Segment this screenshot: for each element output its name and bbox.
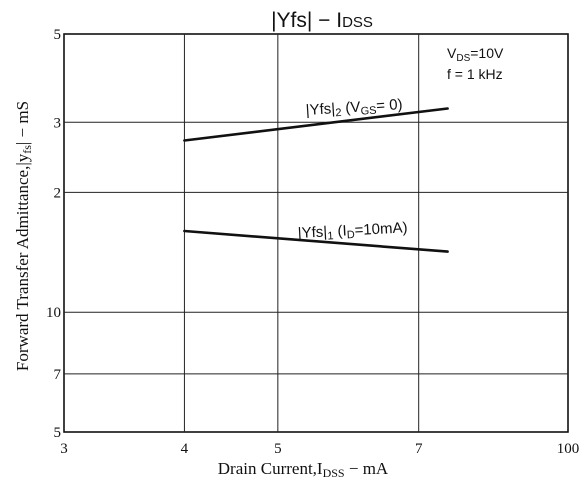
series-lines	[183, 107, 449, 253]
y-axis-label: Forward Transfer Admittance,|yfs| − mS	[13, 101, 34, 371]
freq-annotation: f = 1 kHz	[447, 66, 503, 82]
horizontal-gridlines	[64, 121, 568, 375]
plot-frame	[63, 33, 569, 433]
vds-annotation-sub: DS	[456, 53, 470, 64]
x-tick-label: 4	[181, 441, 189, 457]
x-tick-label: 100	[557, 441, 580, 457]
series-yfs2-label-main: |Yfs|	[305, 100, 335, 119]
x-tick-label: 5	[274, 441, 282, 457]
series-yfs1-label-main: |Yfs|	[297, 223, 327, 242]
x-axis-label-unit: − mA	[345, 459, 389, 478]
y-tick-label: 5	[54, 425, 62, 441]
series-yfs1-label-cond-post: =10mA)	[354, 219, 408, 239]
series-yfs2-label: |Yfs|2 (VGS= 0)	[305, 96, 403, 121]
chart-title: |Yfs| − IDSS	[271, 9, 373, 32]
series-yfs2-line	[183, 107, 449, 142]
y-tick-label: 10	[46, 305, 61, 321]
series-yfs2-label-cond-post: = 0)	[376, 96, 403, 115]
y-tick-label: 5	[54, 27, 62, 43]
y-tick-label: 7	[54, 367, 62, 383]
series-yfs2-label-cond: (V	[341, 99, 361, 117]
y-axis-label-unit: | − mS	[13, 101, 32, 145]
vds-annotation: VDS=10V	[447, 45, 504, 64]
chart-title-main: |Yfs| − I	[271, 9, 342, 32]
x-axis-label-main: Drain Current,I	[218, 459, 323, 478]
x-tick-labels: 3 4 5 7 100	[60, 441, 579, 457]
series-yfs1-label-cond-sub: D	[347, 229, 356, 241]
series-yfs1-label-sub: 1	[327, 230, 334, 242]
series-yfs2-label-cond-sub: GS	[360, 105, 377, 118]
y-axis-label-sub: fs	[20, 145, 34, 154]
y-tick-label: 3	[54, 115, 62, 131]
vds-annotation-main: V	[447, 45, 457, 61]
x-axis-label-sub: DSS	[323, 466, 345, 480]
y-tick-label: 2	[54, 185, 62, 201]
x-tick-label: 7	[415, 441, 423, 457]
vds-annotation-post: =10V	[470, 45, 504, 61]
series-yfs2-label-sub: 2	[335, 107, 342, 119]
x-tick-label: 3	[60, 441, 68, 457]
series-yfs1-line	[183, 229, 449, 253]
x-axis-label: Drain Current,IDSS − mA	[218, 459, 389, 480]
chart-title-sub: DSS	[342, 14, 373, 31]
y-axis-label-main: Forward Transfer Admittance,|y	[13, 153, 32, 371]
series-yfs1-label: |Yfs|1 (ID=10mA)	[297, 219, 408, 244]
vertical-gridlines	[183, 34, 420, 432]
y-tick-labels: 5 7 10 2 3 5	[46, 27, 62, 441]
series-yfs1-label-cond: (I	[333, 222, 347, 240]
